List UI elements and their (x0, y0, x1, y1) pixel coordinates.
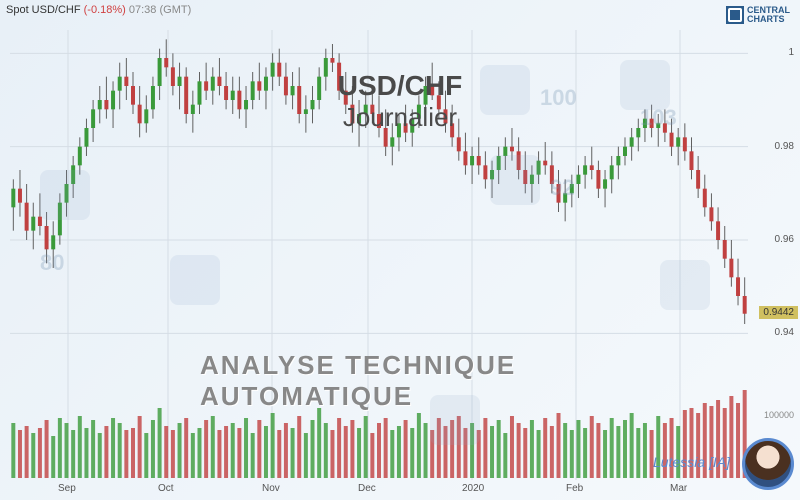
x-axis-label: Mar (670, 483, 687, 494)
brand-logo: CENTRAL CHARTS (726, 6, 790, 24)
logo-text: CENTRAL CHARTS (747, 6, 790, 24)
percent-change: (-0.18%) (84, 4, 126, 16)
period-title: Journalier (338, 102, 462, 133)
y-axis-label: 0.98 (775, 141, 794, 152)
x-axis-label: Dec (358, 483, 376, 494)
subtitle: ANALYSE TECHNIQUE AUTOMATIQUE (200, 350, 600, 412)
x-axis-label: Nov (262, 483, 280, 494)
x-axis-label: Oct (158, 483, 174, 494)
x-axis-label: 2020 (462, 483, 484, 494)
attribution: Lutessia [IA] (653, 454, 730, 470)
pair-title: USD/CHF (338, 70, 462, 102)
title-block: USD/CHF Journalier (338, 70, 462, 133)
header-bar: Spot USD/CHF (-0.18%) 07:38 (GMT) (6, 4, 191, 16)
symbol-name: Spot USD/CHF (6, 4, 81, 16)
current-price-label: 0.9442 (759, 306, 798, 319)
y-axis-label: 0.96 (775, 234, 794, 245)
y-axis-label: 0.94 (775, 327, 794, 338)
avatar-icon (742, 438, 794, 490)
chart-container: Spot USD/CHF (-0.18%) 07:38 (GMT) CENTRA… (0, 0, 800, 500)
x-axis-label: Sep (58, 483, 76, 494)
y-axis-label: 1 (788, 47, 794, 58)
volume-axis-label: 100000 (764, 410, 794, 420)
x-axis-label: Feb (566, 483, 583, 494)
timestamp: 07:38 (GMT) (129, 4, 191, 16)
logo-icon (726, 6, 744, 24)
